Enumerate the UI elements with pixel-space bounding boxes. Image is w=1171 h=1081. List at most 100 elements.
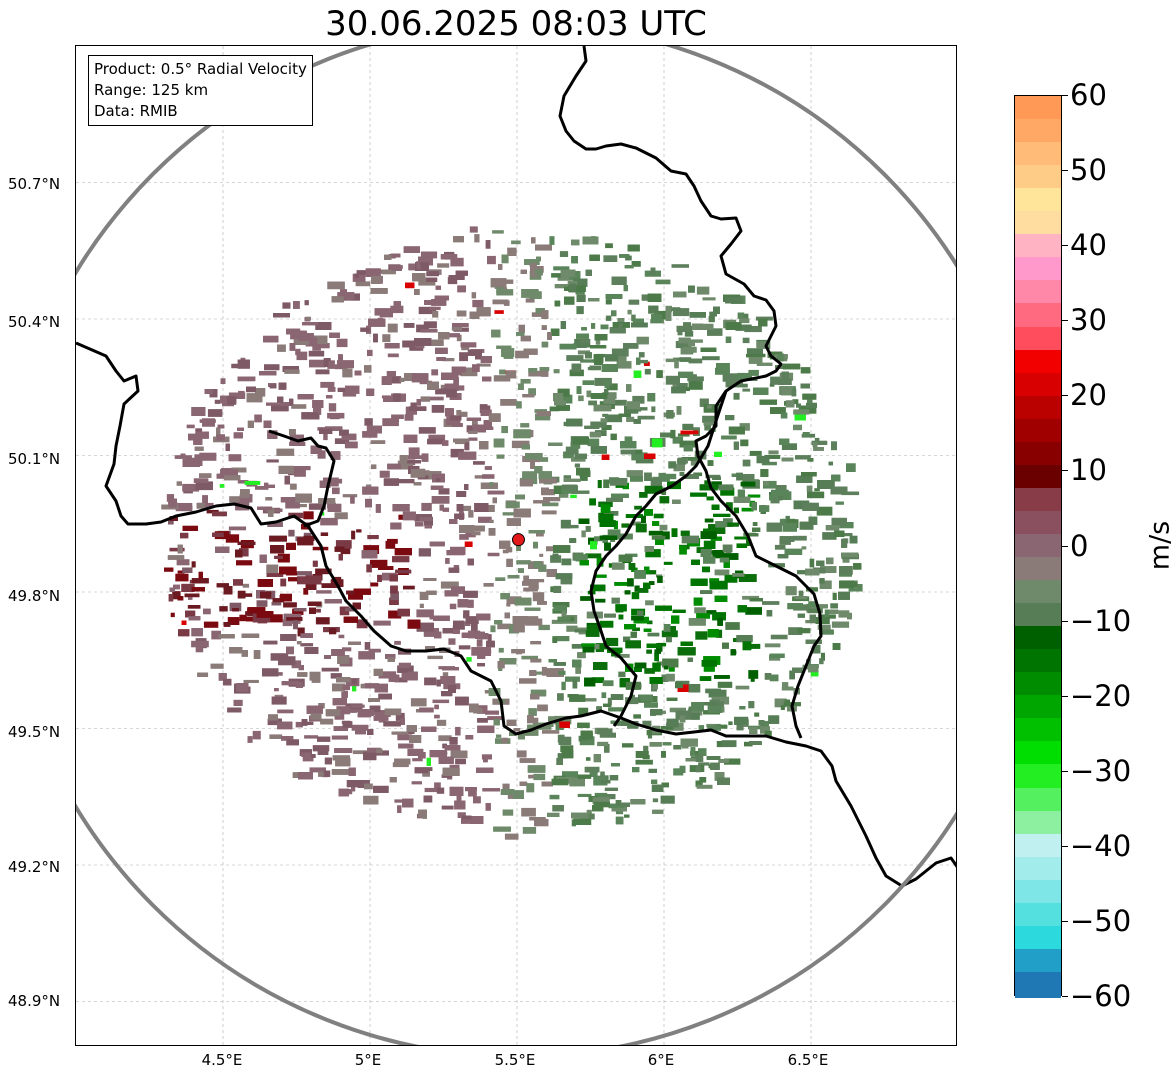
- echo-gate: [403, 323, 415, 328]
- echo-gate: [617, 318, 625, 323]
- echo-gate: [323, 358, 331, 367]
- echo-gate: [643, 361, 650, 366]
- echo-gate: [383, 478, 399, 486]
- echo-gate: [468, 788, 477, 797]
- echo-gate: [648, 305, 659, 314]
- echo-gate: [229, 647, 243, 654]
- echo-gate: [353, 588, 371, 595]
- echo-gate: [671, 386, 686, 394]
- echo-gate: [433, 615, 450, 621]
- echo-gate: [652, 438, 663, 448]
- echo-gate: [770, 376, 785, 385]
- echo-gate: [419, 380, 432, 385]
- echo-gate: [739, 706, 746, 710]
- echo-gate: [377, 574, 382, 582]
- echo-gate: [436, 357, 446, 361]
- echo-gate: [807, 608, 823, 614]
- echo-gate: [186, 424, 195, 429]
- echo-gate: [168, 594, 174, 602]
- echo-gate: [259, 371, 277, 376]
- echo-gate: [570, 627, 587, 631]
- echo-gate: [618, 671, 626, 678]
- echo-gate: [624, 405, 639, 414]
- echo-gate: [652, 798, 659, 803]
- echo-gate: [609, 327, 626, 334]
- echo-gate: [631, 314, 636, 322]
- echo-gate: [360, 327, 370, 332]
- echo-gate: [702, 297, 716, 301]
- echo-gate: [582, 236, 599, 245]
- echo-gate: [528, 581, 539, 588]
- echo-gate: [525, 618, 543, 626]
- echo-gate: [335, 540, 352, 549]
- echo-gate: [528, 388, 536, 396]
- echo-gate: [777, 546, 783, 550]
- echo-gate: [736, 723, 744, 731]
- echo-gate: [733, 496, 751, 503]
- echo-gate: [188, 433, 199, 441]
- echo-gate: [351, 530, 356, 540]
- echo-gate: [712, 612, 726, 621]
- echo-gate: [763, 481, 769, 486]
- echo-gate: [780, 705, 785, 710]
- echo-gate: [530, 689, 547, 697]
- echo-gate: [338, 354, 343, 361]
- echo-gate: [407, 619, 421, 629]
- echo-gate: [640, 407, 648, 411]
- echo-gate: [295, 493, 312, 503]
- echo-gate: [505, 370, 517, 379]
- echo-gate: [421, 453, 429, 462]
- echo-gate: [392, 504, 410, 512]
- echo-gate: [684, 387, 690, 391]
- echo-gate: [681, 535, 700, 544]
- echo-gate: [414, 289, 420, 295]
- echo-gate: [487, 552, 500, 557]
- echo-gate: [672, 499, 681, 504]
- echo-gate: [601, 364, 618, 372]
- echo-gate: [384, 343, 400, 349]
- echo-gate: [469, 311, 480, 319]
- echo-gate: [721, 740, 737, 747]
- echo-gate: [525, 616, 539, 620]
- echo-gate: [841, 491, 860, 496]
- echo-gate: [195, 644, 204, 653]
- echo-gate: [456, 491, 467, 497]
- echo-gate: [270, 545, 285, 554]
- echo-gate: [487, 255, 496, 265]
- echo-gate: [326, 395, 333, 399]
- echo-gate: [330, 673, 342, 679]
- echo-gate: [467, 349, 482, 356]
- echo-gate: [297, 394, 314, 400]
- echo-gate: [486, 640, 495, 648]
- echo-gate: [466, 425, 476, 433]
- echo-gate: [652, 662, 661, 672]
- echo-gate: [284, 475, 290, 485]
- echo-gate: [582, 380, 595, 385]
- echo-gate: [277, 396, 284, 403]
- echo-gate: [524, 259, 540, 265]
- echo-gate: [782, 682, 789, 689]
- echo-gate: [554, 284, 572, 289]
- echo-gate: [573, 278, 588, 287]
- echo-gate: [634, 585, 640, 592]
- echo-gate: [193, 478, 209, 483]
- echo-gate: [240, 489, 250, 499]
- echo-gate: [338, 634, 345, 639]
- echo-gate: [291, 404, 307, 409]
- echo-gate: [713, 306, 720, 314]
- echo-gate: [640, 694, 653, 702]
- echo-gate: [216, 427, 221, 437]
- echo-gate: [573, 818, 592, 825]
- echo-gate: [305, 575, 322, 585]
- echo-gate: [666, 718, 679, 728]
- echo-gate: [489, 519, 494, 523]
- echo-gate: [499, 658, 517, 665]
- echo-gate: [671, 264, 689, 268]
- echo-gate: [691, 559, 700, 565]
- radar-map[interactable]: [75, 45, 957, 1046]
- echo-gate: [228, 526, 247, 531]
- echo-gate: [620, 678, 630, 687]
- echo-gate: [605, 299, 612, 305]
- echo-gate: [660, 432, 671, 438]
- echo-gate: [500, 593, 510, 600]
